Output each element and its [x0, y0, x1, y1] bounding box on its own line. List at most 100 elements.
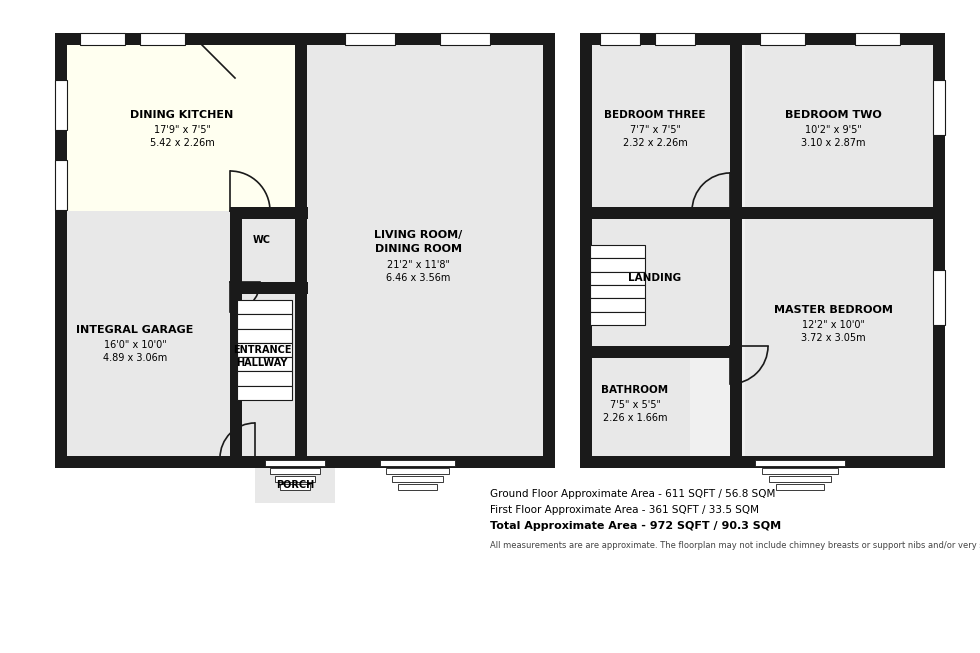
- Bar: [933, 33, 945, 468]
- Bar: [748, 458, 760, 468]
- Bar: [730, 43, 742, 208]
- Bar: [590, 245, 645, 259]
- Bar: [230, 282, 308, 294]
- Bar: [370, 458, 382, 468]
- Bar: [600, 33, 640, 45]
- Text: 4.89 x 3.06m: 4.89 x 3.06m: [103, 353, 168, 363]
- Bar: [55, 33, 555, 468]
- Text: Total Approximate Area - 972 SQFT / 90.3 SQM: Total Approximate Area - 972 SQFT / 90.3…: [490, 521, 781, 531]
- Bar: [237, 357, 292, 372]
- Bar: [275, 476, 315, 482]
- Bar: [855, 33, 900, 45]
- Text: MASTER BEDROOM: MASTER BEDROOM: [773, 305, 893, 315]
- Bar: [440, 33, 490, 45]
- Text: 21'2" x 11'8": 21'2" x 11'8": [386, 260, 450, 270]
- Text: DINING ROOM: DINING ROOM: [374, 244, 462, 254]
- Bar: [265, 460, 325, 466]
- Text: Ground Floor Approximate Area - 611 SQFT / 56.8 SQM: Ground Floor Approximate Area - 611 SQFT…: [490, 489, 775, 499]
- Bar: [55, 80, 67, 130]
- Bar: [580, 207, 945, 219]
- Bar: [580, 33, 945, 468]
- Bar: [230, 211, 242, 456]
- Text: DINING KITCHEN: DINING KITCHEN: [130, 110, 233, 120]
- Text: BEDROOM THREE: BEDROOM THREE: [605, 110, 706, 120]
- Bar: [237, 386, 292, 400]
- Text: 2.26 x 1.66m: 2.26 x 1.66m: [603, 413, 667, 423]
- Bar: [580, 456, 945, 468]
- Bar: [590, 298, 645, 311]
- Bar: [55, 33, 67, 468]
- Text: 7'5" x 5'5": 7'5" x 5'5": [610, 400, 661, 410]
- Text: PORCH: PORCH: [276, 480, 315, 490]
- Text: 7'7" x 7'5": 7'7" x 7'5": [629, 125, 680, 135]
- Text: 17'9" x 7'5": 17'9" x 7'5": [154, 125, 211, 135]
- Bar: [580, 33, 592, 468]
- Bar: [280, 484, 310, 490]
- Bar: [730, 211, 742, 458]
- Bar: [745, 211, 935, 458]
- Bar: [838, 458, 850, 468]
- Bar: [760, 33, 805, 45]
- Bar: [230, 207, 308, 219]
- Text: BEDROOM TWO: BEDROOM TWO: [785, 110, 881, 120]
- Bar: [237, 372, 292, 386]
- Text: 3.72 x 3.05m: 3.72 x 3.05m: [801, 333, 865, 343]
- Bar: [386, 468, 449, 474]
- Text: INTEGRAL GARAGE: INTEGRAL GARAGE: [76, 325, 194, 335]
- Text: All measurements are are approximate. The floorplan may not include chimney brea: All measurements are are approximate. Th…: [490, 541, 980, 550]
- Text: First Floor Approximate Area - 361 SQFT / 33.5 SQM: First Floor Approximate Area - 361 SQFT …: [490, 505, 759, 515]
- Bar: [55, 160, 67, 210]
- Text: shapla: shapla: [348, 261, 492, 299]
- Text: 2.32 x 2.26m: 2.32 x 2.26m: [622, 138, 687, 148]
- Bar: [237, 343, 292, 357]
- Bar: [590, 259, 645, 272]
- Bar: [65, 43, 360, 211]
- Text: 10'2" x 9'5": 10'2" x 9'5": [805, 125, 861, 135]
- Bar: [237, 314, 292, 328]
- Bar: [237, 300, 292, 314]
- Bar: [762, 468, 838, 474]
- Bar: [65, 211, 230, 458]
- Bar: [455, 458, 467, 468]
- Bar: [590, 272, 645, 285]
- Bar: [392, 476, 443, 482]
- Bar: [140, 33, 185, 45]
- Bar: [776, 484, 824, 490]
- Bar: [590, 211, 730, 346]
- Bar: [590, 285, 645, 298]
- Bar: [755, 460, 845, 466]
- Bar: [55, 456, 555, 468]
- Text: 16'0" x 10'0": 16'0" x 10'0": [104, 340, 167, 350]
- Bar: [590, 43, 730, 208]
- Bar: [345, 33, 395, 45]
- Bar: [55, 33, 255, 45]
- Circle shape: [320, 180, 520, 380]
- Bar: [769, 476, 831, 482]
- Bar: [55, 33, 555, 45]
- Text: 12'2" x 10'0": 12'2" x 10'0": [802, 320, 864, 330]
- Bar: [270, 468, 320, 474]
- Bar: [255, 458, 335, 503]
- Bar: [235, 286, 300, 458]
- Text: LIVING ROOM/: LIVING ROOM/: [374, 230, 463, 240]
- Text: LANDING: LANDING: [628, 273, 681, 283]
- Bar: [580, 346, 735, 358]
- Bar: [295, 43, 307, 456]
- Bar: [235, 211, 300, 286]
- Bar: [933, 80, 945, 135]
- Text: HALLWAY: HALLWAY: [236, 358, 288, 368]
- Bar: [80, 33, 125, 45]
- Text: BATHROOM: BATHROOM: [602, 385, 668, 395]
- Bar: [933, 270, 945, 325]
- Bar: [590, 311, 645, 325]
- Bar: [543, 33, 555, 468]
- Bar: [655, 33, 695, 45]
- Text: 6.46 x 3.56m: 6.46 x 3.56m: [386, 273, 450, 283]
- Bar: [580, 33, 945, 45]
- Text: ENTRANCE: ENTRANCE: [233, 345, 291, 355]
- Text: 5.42 x 2.26m: 5.42 x 2.26m: [150, 138, 215, 148]
- Bar: [398, 484, 437, 490]
- Text: WC: WC: [253, 235, 271, 245]
- Bar: [590, 350, 690, 458]
- Bar: [745, 43, 935, 208]
